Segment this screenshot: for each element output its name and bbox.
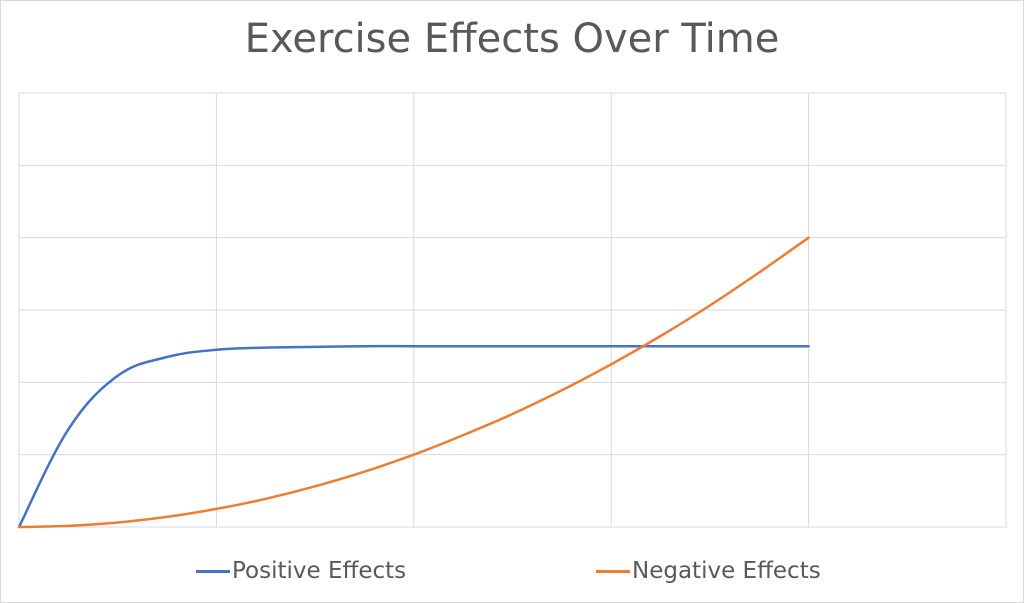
legend-item-negative-effects: Negative Effects [596,558,821,584]
legend-item-positive-effects: Positive Effects [196,558,406,584]
series-line-negative-effects [17,236,810,529]
chart-title: Exercise Effects Over Time [244,16,780,62]
legend-label-negative: Negative Effects [632,558,821,584]
legend: Positive Effects Negative Effects [0,558,1024,588]
series-line-positive-effects [17,344,810,529]
legend-swatch-negative [596,569,630,573]
legend-swatch-positive [196,569,230,573]
legend-label-positive: Positive Effects [232,558,407,584]
